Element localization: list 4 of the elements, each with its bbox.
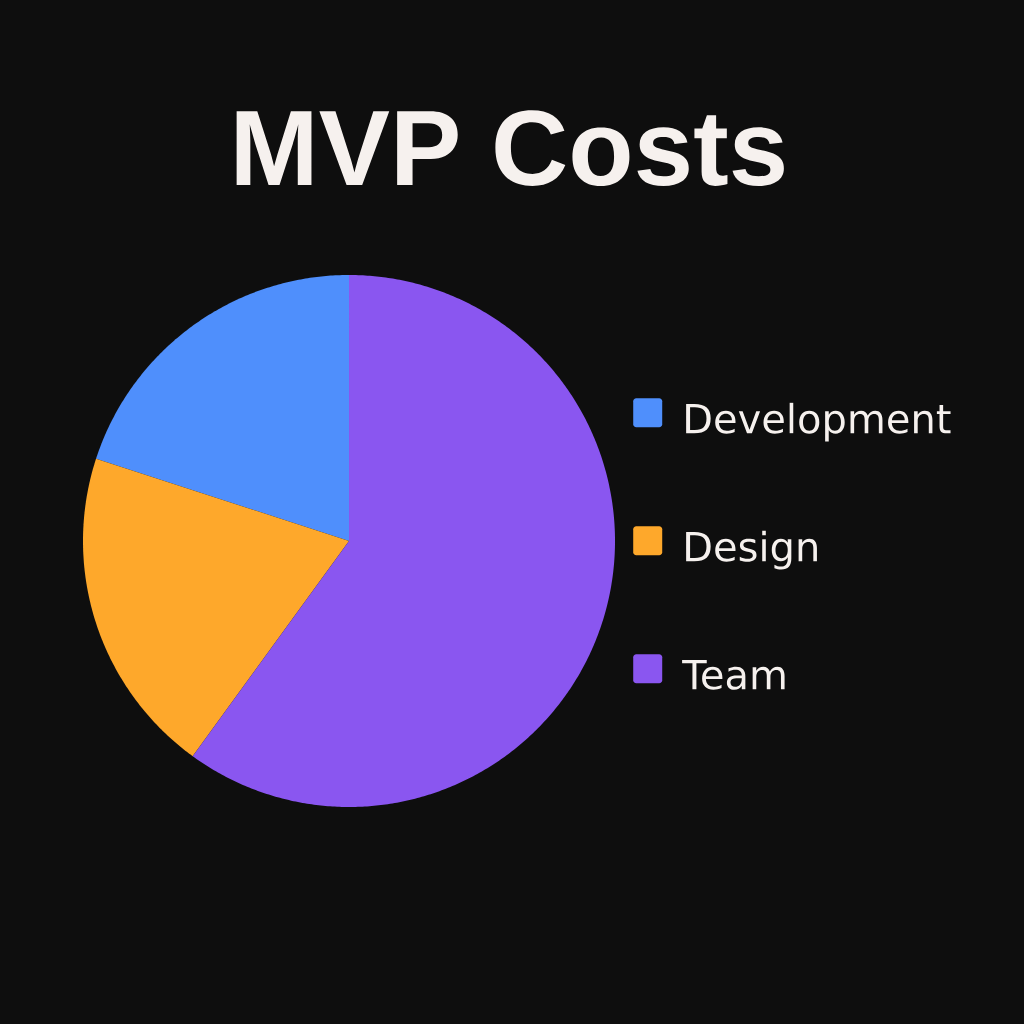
legend-label: Development (686, 402, 951, 442)
legend-label: Team (682, 660, 785, 690)
chart-title: MVP Costs (236, 110, 784, 186)
legend-label: Design (686, 530, 817, 570)
